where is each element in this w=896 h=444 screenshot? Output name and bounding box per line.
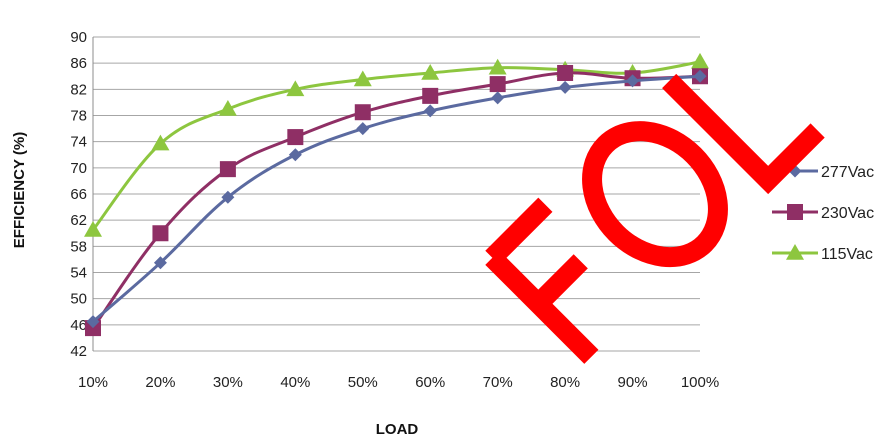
data-point (218, 99, 237, 116)
data-point (491, 91, 505, 105)
x-axis-title: LOAD (376, 421, 419, 438)
x-tick-label: 70% (483, 374, 513, 391)
x-tick-label: 60% (415, 374, 445, 391)
data-point (693, 69, 707, 83)
y-axis-ticks: 42 46 50 54 58 62 66 70 74 78 82 86 90 (70, 29, 87, 360)
y-tick-label: 74 (70, 134, 87, 151)
data-point (151, 134, 170, 151)
x-tick-label: 50% (348, 374, 378, 391)
data-point (691, 52, 709, 69)
y-tick-label: 50 (70, 291, 87, 308)
x-tick-label: 20% (145, 374, 175, 391)
data-point (84, 220, 102, 237)
grid (92, 36, 700, 352)
data-point (153, 256, 167, 270)
series-line (92, 74, 701, 323)
y-tick-label: 90 (70, 29, 87, 46)
data-point (557, 64, 574, 81)
y-tick-label: 58 (70, 238, 87, 255)
y-tick-label: 86 (70, 55, 87, 72)
legend: 277Vac 230Vac 115Vac (772, 164, 874, 263)
x-tick-label: 30% (213, 374, 243, 391)
watermark (485, 73, 825, 364)
data-point (356, 122, 370, 136)
x-axis-ticks: 10% 20% 30% 40% 50% 60% 70% 80% 90% 100% (78, 374, 719, 391)
legend-marker (786, 244, 804, 260)
x-tick-label: 90% (618, 374, 648, 391)
legend-label: 230Vac (821, 205, 874, 222)
x-tick-label: 80% (550, 374, 580, 391)
series-line (91, 71, 701, 329)
y-tick-label: 54 (70, 265, 87, 282)
legend-marker (787, 204, 803, 220)
data-point (221, 190, 235, 204)
y-tick-label: 42 (70, 343, 87, 360)
data-point (422, 87, 439, 104)
legend-label: 277Vac (821, 164, 874, 181)
series-277Vac (86, 69, 707, 329)
data-point (423, 104, 437, 118)
data-point (287, 129, 304, 146)
legend-item-230Vac: 230Vac (772, 204, 874, 222)
y-tick-label: 82 (70, 81, 87, 98)
data-point (626, 74, 640, 88)
data-point (354, 104, 371, 121)
data-point (219, 161, 236, 178)
y-tick-label: 46 (70, 317, 87, 334)
data-point (488, 58, 507, 75)
x-tick-label: 100% (681, 374, 719, 391)
x-tick-label: 40% (280, 374, 310, 391)
legend-label: 115Vac (821, 246, 873, 263)
data-point (489, 76, 506, 93)
series-230Vac (85, 64, 708, 337)
y-axis-title: EFFICIENCY (%) (11, 132, 28, 248)
y-tick-label: 70 (70, 160, 87, 177)
y-tick-label: 62 (70, 212, 87, 229)
series-lines (84, 52, 709, 337)
data-point (558, 80, 572, 94)
data-point (421, 63, 440, 80)
y-tick-label: 66 (70, 186, 87, 203)
data-point (286, 80, 305, 97)
data-point (353, 70, 372, 87)
data-point (288, 148, 302, 162)
legend-item-115Vac: 115Vac (772, 244, 873, 263)
data-point (152, 225, 169, 242)
y-tick-label: 78 (70, 108, 87, 125)
series-line (91, 60, 701, 231)
data-point (85, 320, 101, 337)
data-point (86, 315, 100, 329)
x-tick-label: 10% (78, 374, 108, 391)
